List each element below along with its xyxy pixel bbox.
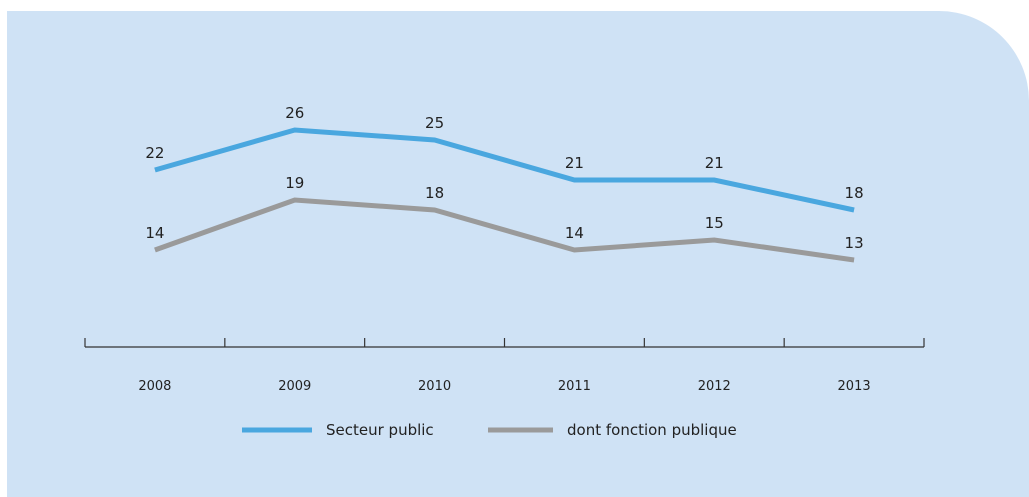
legend-label-0: Secteur public bbox=[326, 421, 434, 439]
data-label: 21 bbox=[565, 154, 584, 172]
legend-label-1: dont fonction publique bbox=[567, 421, 737, 439]
data-label: 26 bbox=[285, 104, 304, 122]
x-tick-label: 2008 bbox=[138, 379, 171, 394]
x-tick-label: 2010 bbox=[418, 379, 451, 394]
chart-panel bbox=[7, 11, 1029, 497]
data-label: 18 bbox=[845, 184, 864, 202]
data-label: 19 bbox=[285, 174, 304, 192]
data-label: 22 bbox=[145, 144, 164, 162]
data-label: 25 bbox=[425, 114, 444, 132]
x-tick-label: 2013 bbox=[838, 379, 871, 394]
series-line-1 bbox=[154, 197, 855, 263]
data-label: 14 bbox=[145, 224, 164, 242]
data-label: 14 bbox=[565, 224, 584, 242]
data-label: 18 bbox=[425, 184, 444, 202]
x-tick-label: 2011 bbox=[558, 379, 591, 394]
data-label: 15 bbox=[705, 214, 724, 232]
series-line-0 bbox=[154, 127, 855, 213]
x-tick-label: 2012 bbox=[698, 379, 731, 394]
data-label: 13 bbox=[845, 234, 864, 252]
data-label: 21 bbox=[705, 154, 724, 172]
x-tick-label: 2009 bbox=[278, 379, 311, 394]
